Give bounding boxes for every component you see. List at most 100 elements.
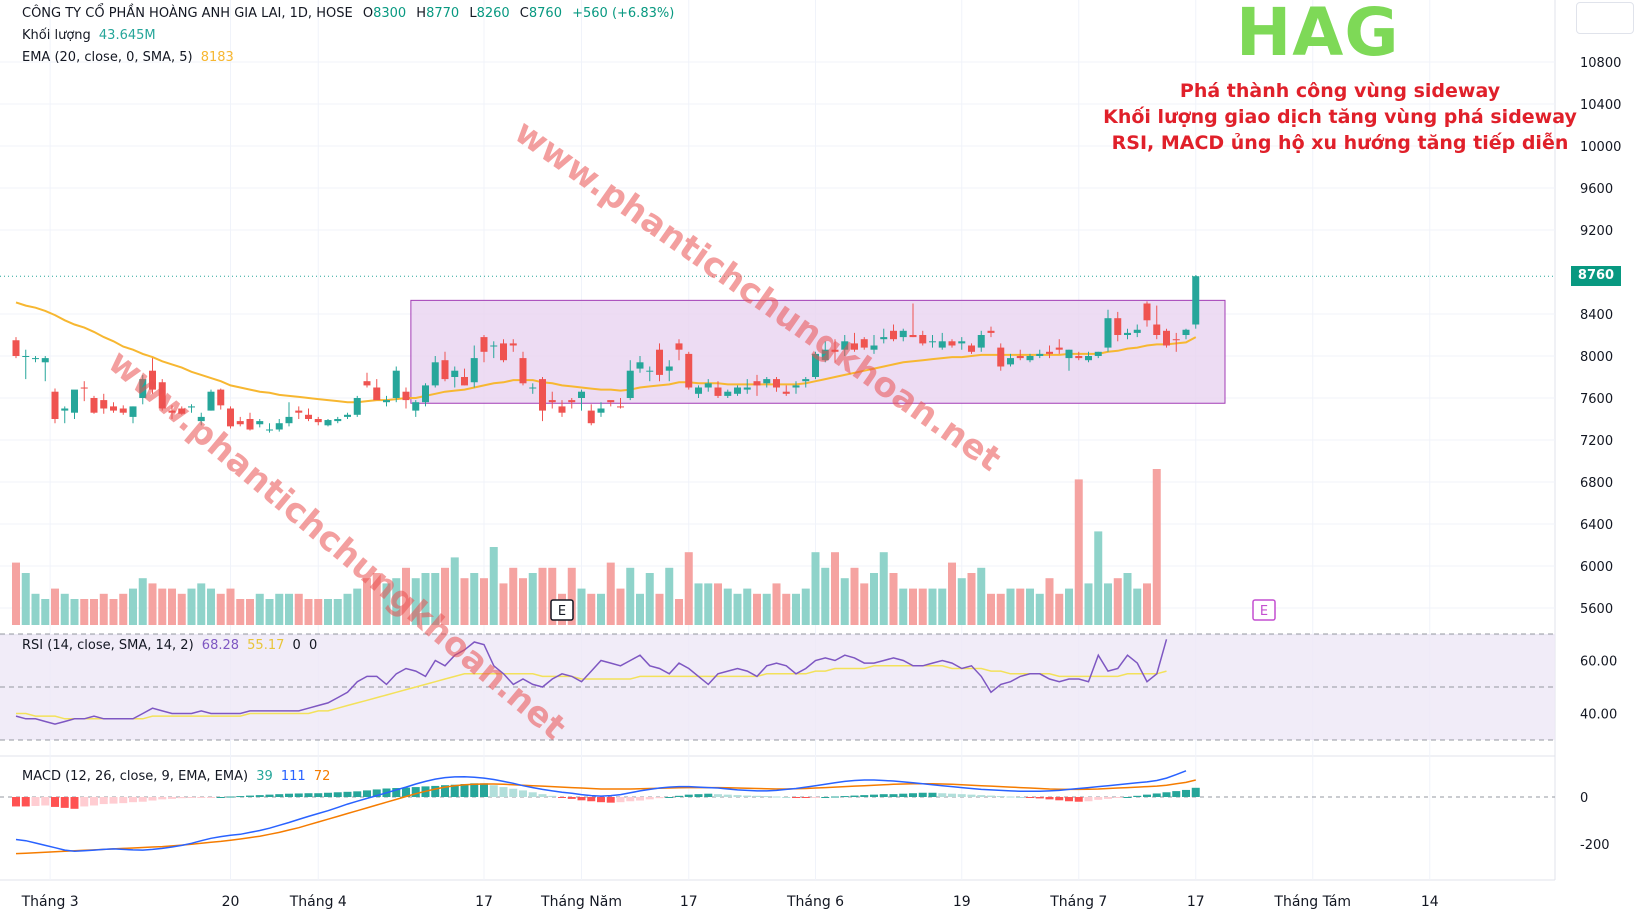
volume-bar <box>324 599 332 625</box>
volume-bar <box>51 588 59 625</box>
volume-bar <box>519 578 527 625</box>
price-tick-label: 9600 <box>1580 182 1613 197</box>
macd-histogram-bar <box>938 793 947 797</box>
candle-body <box>509 343 517 346</box>
time-tick-label: 14 <box>1421 894 1439 910</box>
macd-histogram-bar <box>363 790 371 797</box>
volume-bar <box>772 583 781 625</box>
volume-bar <box>1065 588 1073 625</box>
candle-body <box>246 419 254 430</box>
candle-body <box>1085 356 1092 361</box>
ema-legend[interactable]: EMA (20, close, 0, SMA, 5) 8183 <box>22 50 234 65</box>
volume-bar <box>265 599 274 625</box>
candle-body <box>402 391 410 401</box>
volume-legend[interactable]: Khối lượng 43.645M <box>22 28 156 43</box>
candle-body <box>558 406 566 413</box>
volume-bar <box>421 573 430 625</box>
volume-bar <box>372 573 381 625</box>
volume-bar <box>1006 588 1015 625</box>
volume-bar <box>636 593 644 625</box>
volume-bar <box>879 552 888 625</box>
macd-histogram-bar <box>899 793 908 797</box>
macd-histogram-bar <box>343 791 352 797</box>
macd-histogram-bar <box>177 797 186 799</box>
volume-bar <box>255 593 264 625</box>
volume-bar <box>246 599 254 625</box>
macd-histogram-bar <box>21 797 30 807</box>
macd-histogram-bar <box>694 794 703 797</box>
candle-body <box>1046 351 1053 354</box>
volume-bar <box>499 583 508 625</box>
candle-body <box>490 345 498 347</box>
symbol-legend: CÔNG TY CỔ PHẦN HOÀNG ANH GIA LAI, 1D, H… <box>22 6 674 21</box>
candle-body <box>695 387 702 394</box>
macd-histogram-bar <box>1026 797 1034 798</box>
candle-body <box>1114 318 1122 335</box>
macd-histogram-bar <box>616 797 625 803</box>
volume-bar <box>675 599 683 625</box>
volume-bar <box>548 567 557 625</box>
earnings-mark-1-box <box>550 599 574 621</box>
candle-body <box>461 377 468 386</box>
macd-histogram-bar <box>109 797 118 804</box>
candle-body <box>714 387 722 396</box>
macd-hist-value: 39 <box>256 769 273 784</box>
volume-bar <box>158 588 167 625</box>
time-tick-label: Tháng Tám <box>1273 894 1351 910</box>
volume-bar <box>1104 583 1112 625</box>
macd-histogram-bar <box>714 794 722 797</box>
candle-body <box>899 330 907 338</box>
candle-body <box>51 391 59 419</box>
macd-histogram-bar <box>967 794 976 797</box>
volume-bar <box>99 593 108 625</box>
time-tick-label: Tháng 3 <box>21 894 79 910</box>
macd-histogram-bar <box>996 796 1005 798</box>
candle-body <box>665 366 673 371</box>
chart-settings-button[interactable] <box>1576 2 1634 34</box>
macd-histogram-bar <box>285 793 293 797</box>
candle-body <box>1124 332 1131 335</box>
volume-bar <box>538 567 547 625</box>
candle-body <box>110 406 117 411</box>
candle-body <box>295 410 303 413</box>
volume-bar <box>948 562 956 625</box>
sideway-zone-box <box>410 299 1226 404</box>
candle-body <box>519 358 527 384</box>
candle-body <box>275 423 283 430</box>
volume-bar <box>987 593 995 625</box>
volume-bar <box>909 588 917 625</box>
macd-histogram-bar <box>402 787 410 797</box>
macd-histogram-bar <box>840 796 849 798</box>
macd-histogram-bar <box>489 785 498 797</box>
macd-histogram-bar <box>1065 797 1073 802</box>
change-value: +560 (+6.83%) <box>572 6 675 21</box>
macd-signal-line <box>15 779 1196 855</box>
candle-body <box>149 370 156 390</box>
macd-legend[interactable]: MACD (12, 26, close, 9, EMA, EMA) 39 111… <box>22 769 330 784</box>
volume-bar <box>1123 573 1132 625</box>
macd-histogram-bar <box>519 790 527 797</box>
macd-histogram-bar <box>60 797 69 808</box>
volume-bar <box>314 599 323 625</box>
candle-body <box>363 381 371 386</box>
candle-body <box>1016 356 1024 359</box>
macd-histogram-bar <box>197 797 206 798</box>
volume-bar <box>70 599 79 625</box>
rsi-legend[interactable]: RSI (14, close, SMA, 14, 2) 68.28 55.17 … <box>22 638 317 653</box>
volume-bar <box>129 588 137 625</box>
volume-bar <box>90 599 98 625</box>
volume-bar <box>236 599 245 625</box>
volume-bar <box>587 593 596 625</box>
volume-bar <box>41 599 50 625</box>
candle-body <box>636 362 644 369</box>
volume-bar <box>743 588 752 625</box>
candle-body <box>763 379 771 384</box>
volume-bar <box>460 578 469 625</box>
candle-body <box>1075 356 1083 359</box>
macd-histogram-bar <box>275 794 284 797</box>
macd-histogram-bar <box>782 797 791 798</box>
symbol-title: CÔNG TY CỔ PHẦN HOÀNG ANH GIA LAI, 1D, H… <box>22 6 353 21</box>
rsi-tick-label: 40.00 <box>1580 708 1617 723</box>
candle-body <box>1026 356 1034 361</box>
